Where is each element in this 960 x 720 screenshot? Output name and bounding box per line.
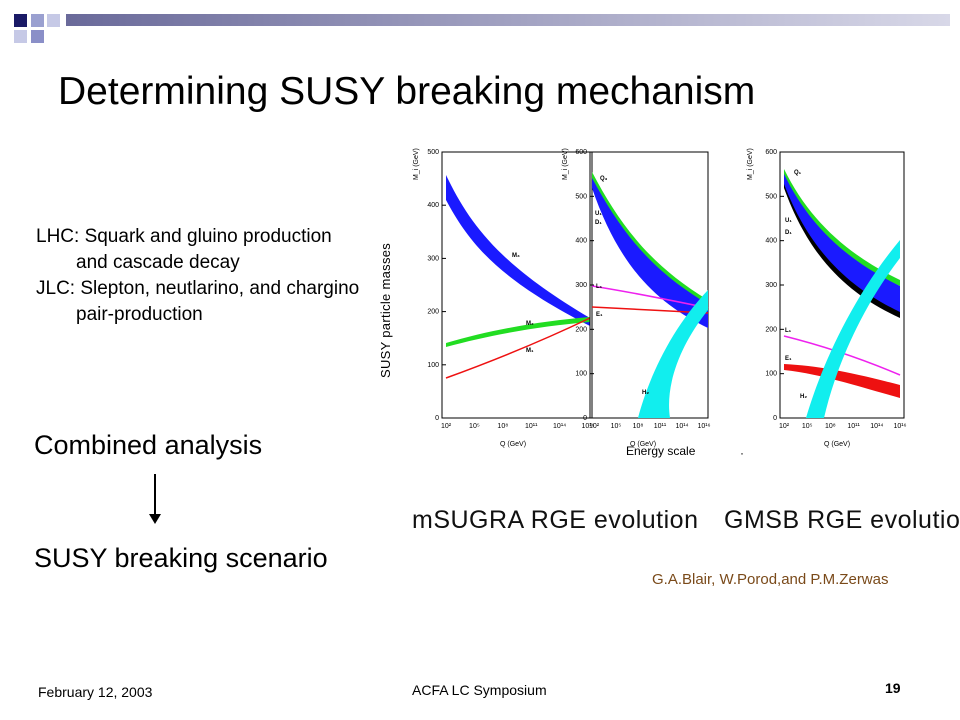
label-e1: E₁ [596, 312, 603, 318]
x-tick-label: 10¹⁶ [894, 423, 907, 430]
x-tick-label: 10⁵ [611, 423, 622, 430]
caption-msugra: mSUGRA RGE evolution [412, 506, 699, 534]
label-q3: Q₃ [600, 176, 608, 182]
x-tick-label: 10² [589, 423, 600, 430]
x-tick-label: 10¹⁴ [553, 423, 566, 430]
panel1-x-axis-label: Q (GeV) [500, 441, 526, 448]
y-tick-label: 400 [427, 202, 439, 209]
x-tick-label: 10¹¹ [654, 423, 667, 430]
x-tick-label: 10⁸ [825, 423, 836, 430]
y-tick-label: 600 [765, 149, 777, 156]
x-tick-label: 10¹⁶ [698, 423, 711, 430]
footer-date: February 12, 2003 [38, 684, 153, 700]
panel-msugra-gauginos: M₃ M₂ M₁ M_i (GeV) Q (GeV) [413, 148, 593, 448]
panel-gmsb: Q₁ U₁ D₁ L₁ E₁ H₂ M_i (GeV) Q (GeV) [747, 148, 905, 448]
figure-y-axis-label: SUSY particle masses [378, 242, 393, 378]
y-tick-label: 200 [427, 309, 439, 316]
label-m2: M₂ [526, 321, 534, 327]
x-tick-label: 10⁵ [802, 423, 813, 430]
combined-analysis-label: Combined analysis [34, 430, 263, 460]
panel2-y-axis-label: M_i (GeV) [562, 148, 569, 180]
label-u1: U₁ [595, 211, 602, 217]
x-tick-label: 10⁸ [633, 423, 644, 430]
header-decoration [14, 14, 950, 43]
x-tick-label: 10¹¹ [847, 423, 860, 430]
x-tick-label: 10² [441, 423, 452, 430]
y-tick-label: 100 [765, 371, 777, 378]
y-tick-label: 100 [575, 371, 587, 378]
y-tick-label: 500 [765, 193, 777, 200]
x-tick-label: 10¹⁴ [870, 423, 883, 430]
bullet-jlc: JLC: Slepton, neutlarino, and chargino p… [36, 278, 360, 325]
y-tick-label: 500 [427, 149, 439, 156]
label-m1: M₁ [526, 348, 534, 354]
label-h2-gmsb: H₂ [800, 394, 807, 400]
y-tick-label: 500 [575, 193, 587, 200]
label-l1: L₁ [596, 284, 603, 290]
x-tick-label: 10⁵ [469, 423, 480, 430]
y-tick-label: 0 [435, 415, 439, 422]
down-arrow-icon [149, 474, 161, 524]
label-d1: D₁ [595, 220, 602, 226]
y-tick-label: 200 [765, 326, 777, 333]
x-tick-label: 10¹¹ [525, 423, 538, 430]
bullet-lhc: LHC: Squark and gluino production and ca… [36, 226, 332, 273]
susy-breaking-scenario-label: SUSY breaking scenario [34, 543, 328, 573]
y-tick-label: 300 [575, 282, 587, 289]
y-tick-label: 600 [575, 149, 587, 156]
x-tick-label: 10¹⁶ [582, 423, 595, 430]
label-u1-gmsb: U₁ [785, 218, 792, 224]
y-tick-label: 400 [765, 238, 777, 245]
label-h2: H₂ [642, 390, 649, 396]
panel3-y-axis-label: M_i (GeV) [747, 148, 754, 180]
label-m3: M₃ [512, 253, 520, 259]
y-tick-label: 0 [583, 415, 587, 422]
y-tick-label: 100 [427, 362, 439, 369]
panel1-y-axis-label: M_i (GeV) [413, 148, 420, 180]
figure-x-axis-mark: · [740, 446, 744, 460]
x-tick-label: 10² [779, 423, 790, 430]
label-e1-gmsb: E₁ [785, 356, 792, 362]
page-title: Determining SUSY breaking mechanism [58, 70, 756, 113]
y-tick-label: 300 [427, 255, 439, 262]
label-d1-gmsb: D₁ [785, 230, 792, 236]
caption-gmsb: GMSB RGE evolution [724, 506, 960, 534]
x-tick-label: 10⁸ [497, 423, 508, 430]
x-tick-label: 10¹⁴ [675, 423, 688, 430]
label-q1: Q₁ [794, 170, 802, 176]
panel2-x-axis-label: Q (GeV) [630, 441, 656, 448]
y-tick-label: 200 [575, 326, 587, 333]
bullet-list: LHC: Squark and gluino production and ca… [36, 224, 366, 328]
footer-event: ACFA LC Symposium [412, 682, 547, 698]
panel3-x-axis-label: Q (GeV) [824, 441, 850, 448]
y-tick-label: 300 [765, 282, 777, 289]
label-l1-gmsb: L₁ [785, 328, 792, 334]
y-tick-label: 0 [773, 415, 777, 422]
page-number: 19 [885, 680, 901, 696]
figure-x-axis-label: Energy scale [626, 444, 696, 458]
y-tick-label: 400 [575, 238, 587, 245]
rge-plots: .ax { stroke:#000; stroke-width:1; fill:… [413, 148, 907, 448]
figure-credit: G.A.Blair, W.Porod,and P.M.Zerwas [652, 571, 889, 588]
